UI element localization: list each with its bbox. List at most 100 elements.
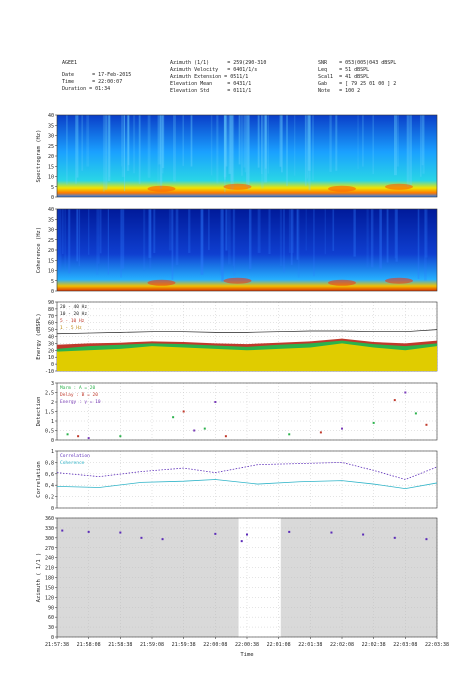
spectrogram-streak [257, 115, 260, 168]
detection-point [404, 391, 407, 394]
ytick-label: 90 [48, 300, 54, 306]
coherence-streak [232, 209, 235, 266]
correlation-series-line [56, 461, 438, 480]
ytick-label: 30 [48, 341, 54, 347]
ytick-label: 10 [48, 175, 54, 181]
azimuth-point [240, 540, 243, 543]
ytick-label: 20 [48, 348, 54, 354]
spectrogram-streak [406, 115, 409, 187]
detection-point [414, 412, 417, 415]
spectrogram-streak [225, 115, 228, 167]
ytick-label: 10 [48, 269, 54, 275]
correlation-series-line [56, 479, 438, 490]
coherence-streak [332, 209, 335, 251]
spectrogram-hotspot [385, 183, 413, 190]
ytick-label: 0 [51, 438, 54, 444]
detection-point [182, 410, 185, 413]
ytick-label: 80 [48, 307, 54, 313]
coherence-streak [313, 209, 315, 277]
detection-point [214, 401, 217, 403]
coherence-streak [296, 209, 299, 260]
ytick-label: 0,2 [45, 495, 54, 501]
detection-point [66, 433, 69, 436]
coherence-streak [200, 209, 204, 275]
azimuth-point [214, 532, 217, 535]
coherence-streak [64, 209, 66, 271]
spectrogram-streak [335, 115, 338, 171]
ytick-label: 270 [45, 546, 54, 552]
header-duration: Duration = 01:34 [62, 86, 111, 92]
detection-point [372, 421, 375, 424]
header-az-extension: Azimuth Extension = 0511/1 [170, 74, 249, 80]
xtick-label: 21:59:08 [140, 642, 164, 648]
ytick-label: 35 [48, 123, 54, 129]
ytick-label: 40 [48, 113, 54, 119]
coherence-streak [297, 209, 300, 278]
panel-ylabel: Correlation [36, 461, 42, 497]
energy-legend-item: 20 - 40 Hz [60, 304, 87, 310]
xtick-label: 22:03:38 [425, 642, 449, 648]
energy-series-line [56, 329, 438, 335]
coherence-streak [424, 209, 427, 281]
spectrogram-streak [190, 115, 193, 167]
spectrogram-streak [260, 115, 263, 175]
spectrogram-streak [329, 115, 332, 172]
spectrogram-streak [246, 115, 249, 187]
detection-legend-item: Marm : A = 20 [60, 385, 96, 391]
spectrogram-streak [102, 115, 105, 192]
coherence-streak [225, 209, 228, 251]
spectrogram-streak [409, 115, 412, 186]
spectrogram-streak [121, 115, 123, 167]
coherence-streak [292, 209, 294, 253]
panel-ylabel: Detection [36, 397, 42, 427]
coherence-hotspot [147, 279, 176, 286]
detection-point [119, 435, 122, 438]
coherence-streak [107, 209, 109, 275]
coherence-streak [233, 209, 236, 276]
ytick-label: 210 [45, 566, 54, 572]
ytick-label: 0,6 [45, 472, 54, 478]
ytick-label: 50 [48, 328, 54, 334]
coherence-streak [188, 209, 191, 254]
detection-point [341, 427, 343, 430]
ytick-label: 30 [48, 134, 54, 140]
spectrogram-streak [421, 115, 424, 166]
azimuth-point [61, 529, 64, 532]
azimuth-point [288, 530, 291, 533]
ytick-label: 15 [48, 164, 54, 170]
ytick-label: 70 [48, 314, 54, 320]
xtick-label: 21:59:38 [172, 642, 196, 648]
azimuth-point [246, 533, 248, 536]
spectrogram-streak [86, 115, 90, 167]
header-station: AGEE1 [62, 60, 78, 66]
panel-frame [56, 114, 438, 198]
ytick-label: 60 [48, 615, 54, 621]
xtick-label: 21:57:38 [45, 642, 69, 648]
spectrogram-streak [372, 115, 374, 175]
coherence-streak [121, 209, 125, 269]
spectrogram-streak [210, 115, 213, 176]
spectrogram-streak [162, 115, 165, 168]
spectrogram-streak [264, 115, 268, 183]
spectrogram-streak [286, 115, 288, 186]
coherence-hotspot [328, 279, 356, 286]
detection-point [393, 399, 396, 402]
coherence-streak [201, 209, 203, 268]
ytick-label: 0 [51, 289, 54, 295]
xtick-label: 22:02:38 [362, 642, 386, 648]
header-date: Date = 17-Feb-2015 [62, 72, 132, 78]
azimuth-point [87, 530, 90, 533]
spectrogram-streak [228, 115, 232, 174]
ytick-label: 180 [45, 576, 54, 582]
ytick-label: -10 [45, 369, 54, 375]
detection-point [319, 431, 322, 434]
coherence-streak [279, 209, 283, 267]
spectrogram-streak [231, 115, 235, 190]
ytick-label: 60 [48, 321, 54, 327]
spectrogram-field [57, 115, 437, 197]
energy-series-area [57, 343, 437, 371]
ytick-label: 2 [51, 400, 54, 406]
header-elev-mean: Elevation Mean = 0431/1 [170, 81, 252, 87]
spectrogram-streak [224, 115, 226, 180]
header-scal1: Scal1 = 41 dBSPL [318, 74, 370, 80]
